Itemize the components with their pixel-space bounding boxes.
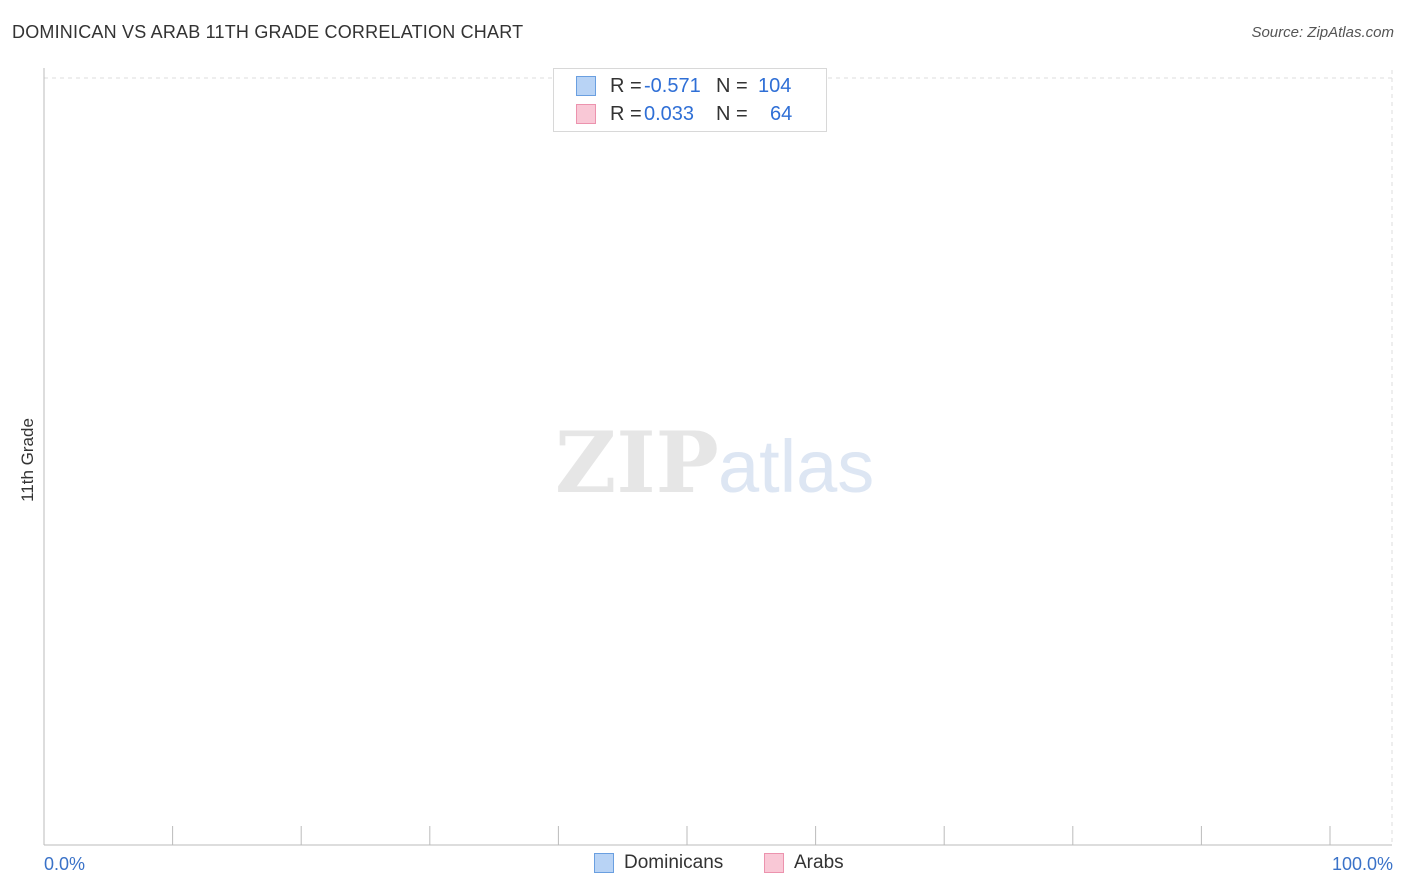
- legend-n-label: N =: [716, 74, 748, 97]
- watermark-atlas: atlas: [718, 425, 874, 508]
- legend-row-dominicans: R = -0.571 N = 104: [576, 73, 791, 99]
- y-axis-label: 11th Grade: [18, 418, 37, 502]
- legend-n-label: N =: [716, 102, 748, 125]
- watermark-zip: ZIP: [555, 413, 719, 512]
- legend-swatch-arabs: [576, 104, 596, 124]
- stats-legend: R = -0.571 N = 104 R = 0.033 N = 64: [553, 68, 827, 132]
- legend-r-label: R =: [610, 74, 642, 97]
- legend-r-value: 0.033: [644, 102, 695, 125]
- chart-title: DOMINICAN VS ARAB 11TH GRADE CORRELATION…: [12, 22, 524, 42]
- series-legend-dominicans: Dominicans: [594, 852, 723, 874]
- legend-r-label: R =: [610, 102, 642, 125]
- legend-swatch-dominicans: [576, 76, 596, 96]
- x-tick-label-0: 0.0%: [44, 854, 85, 874]
- chart-source: Source: ZipAtlas.com: [1251, 24, 1394, 41]
- legend-r-value: -0.571: [644, 74, 701, 97]
- series-swatch-dominicans: [594, 853, 614, 873]
- series-legend: Dominicans Arabs: [0, 852, 1406, 878]
- x-tick-label-100: 100.0%: [1332, 854, 1393, 874]
- legend-row-arabs: R = 0.033 N = 64: [576, 101, 792, 127]
- series-swatch-arabs: [764, 853, 784, 873]
- legend-n-value: 64: [770, 102, 793, 125]
- series-legend-arabs: Arabs: [764, 852, 844, 874]
- legend-n-value: 104: [758, 74, 792, 97]
- series-label-dominicans: Dominicans: [624, 852, 724, 873]
- series-label-arabs: Arabs: [794, 852, 844, 873]
